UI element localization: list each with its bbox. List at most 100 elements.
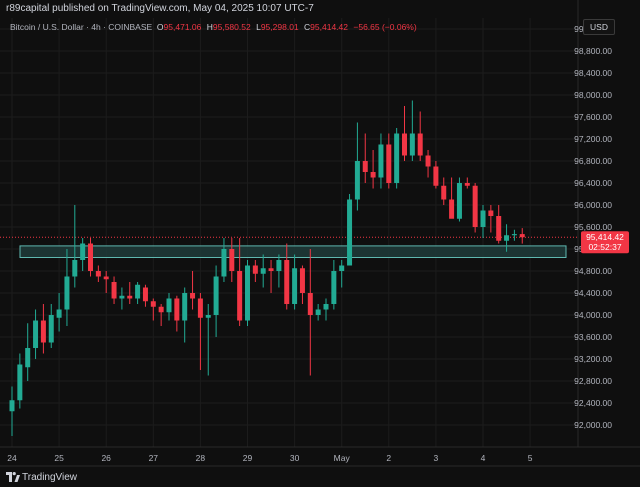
candle-body	[331, 271, 337, 304]
y-tick-label: 96,000.00	[574, 200, 612, 210]
x-tick-label: 27	[149, 453, 159, 463]
candle-body	[299, 268, 305, 293]
x-tick-label: 2	[386, 453, 391, 463]
y-tick-label: 92,800.00	[574, 376, 612, 386]
candle-body	[456, 183, 462, 219]
candle-body	[48, 315, 54, 343]
y-tick-label: 98,400.00	[574, 68, 612, 78]
candle-body	[511, 234, 517, 236]
candle-body	[339, 265, 345, 271]
last-price-badge	[581, 231, 629, 254]
y-tick-label: 98,800.00	[574, 46, 612, 56]
candle-body	[150, 301, 156, 307]
y-tick-label: 94,000.00	[574, 310, 612, 320]
x-tick-label: 30	[290, 453, 300, 463]
candle-body	[56, 309, 62, 318]
candle-body	[480, 210, 486, 227]
y-tick-label: 92,400.00	[574, 398, 612, 408]
open-label: O	[156, 22, 164, 32]
close-label: C	[304, 22, 311, 32]
candle-body	[33, 320, 39, 348]
y-tick-label: 98,000.00	[574, 90, 612, 100]
y-tick-label: 96,400.00	[574, 178, 612, 188]
candle-body	[362, 161, 368, 172]
candle-body	[40, 320, 46, 343]
candle-body	[315, 309, 321, 315]
candle-body	[464, 183, 470, 186]
candle-body	[25, 348, 31, 368]
candle-body	[221, 249, 227, 277]
x-tick-label: May	[334, 453, 351, 463]
candle-body	[197, 298, 203, 318]
countdown-text: 02:52:37	[588, 242, 621, 252]
candle-body	[205, 315, 211, 318]
x-tick-label: 29	[243, 453, 253, 463]
candle-body	[370, 172, 376, 178]
candle-body	[245, 265, 250, 321]
candle-body	[190, 293, 196, 299]
candle-body	[496, 216, 502, 241]
candle-body	[433, 166, 439, 186]
candle-body	[386, 144, 392, 183]
candle-body	[449, 199, 455, 219]
candle-body	[417, 133, 423, 156]
candle-body	[519, 234, 525, 238]
candle-body	[472, 185, 478, 227]
candle-body	[135, 284, 141, 299]
x-tick-label: 25	[54, 453, 64, 463]
high-value: 95,580.52	[212, 22, 251, 32]
candle-body	[276, 260, 282, 271]
y-tick-label: 94,800.00	[574, 266, 612, 276]
support-zone	[19, 245, 567, 258]
y-tick-label: 93,200.00	[574, 354, 612, 364]
x-tick-label: 4	[481, 453, 486, 463]
candle-body	[17, 364, 23, 401]
publisher-text: r89capital published on TradingView.com,…	[6, 3, 314, 14]
candle-body	[158, 306, 164, 313]
candle-body	[95, 271, 101, 277]
candle-body	[103, 276, 109, 280]
y-tick-label: 97,200.00	[574, 134, 612, 144]
x-tick-label: 5	[528, 453, 533, 463]
y-tick-label: 94,400.00	[574, 288, 612, 298]
y-tick-label: 93,600.00	[574, 332, 612, 342]
y-tick-label: 97,600.00	[574, 112, 612, 122]
x-tick-label: 3	[434, 453, 439, 463]
y-tick-label: 92,000.00	[574, 420, 612, 430]
candle-body	[252, 265, 258, 274]
symbol-text: Bitcoin / U.S. Dollar · 4h · COINBASE	[10, 22, 153, 32]
candle-body	[441, 185, 447, 200]
tradingview-logo-icon[interactable]	[6, 472, 20, 482]
candle-body	[142, 287, 148, 302]
high-label: H	[206, 22, 213, 32]
publisher-bar: r89capital published on TradingView.com,…	[0, 0, 640, 18]
candle-body	[174, 298, 180, 321]
candle-body	[72, 260, 78, 277]
candle-body	[80, 243, 86, 260]
candle-body	[292, 268, 298, 304]
y-tick-label: 95,600.00	[574, 222, 612, 232]
currency-button[interactable]: USD	[583, 19, 615, 35]
candle-body	[64, 276, 70, 310]
candle-body	[182, 293, 188, 321]
candle-body	[409, 133, 415, 156]
change-value: −56.65 (−0.06%)	[353, 22, 417, 32]
candle-body	[504, 235, 510, 241]
candle-body	[307, 293, 313, 315]
y-tick-label: 96,800.00	[574, 156, 612, 166]
candle-body	[323, 304, 329, 310]
candle-body	[127, 295, 133, 299]
candle-body	[354, 161, 360, 200]
candle-body	[488, 210, 494, 216]
candle-body	[229, 249, 235, 271]
close-value: 95,414.42	[310, 22, 348, 32]
open-value: 95,471.06	[163, 22, 202, 32]
x-tick-label: 28	[196, 453, 206, 463]
tradingview-brand[interactable]: TradingView	[22, 472, 78, 483]
candle-body	[166, 298, 172, 313]
symbol-legend: Bitcoin / U.S. Dollar · 4h · COINBASE O9…	[10, 21, 420, 33]
low-label: L	[256, 22, 261, 32]
candle-body	[213, 276, 219, 315]
footer-bar: TradingView	[0, 468, 640, 487]
